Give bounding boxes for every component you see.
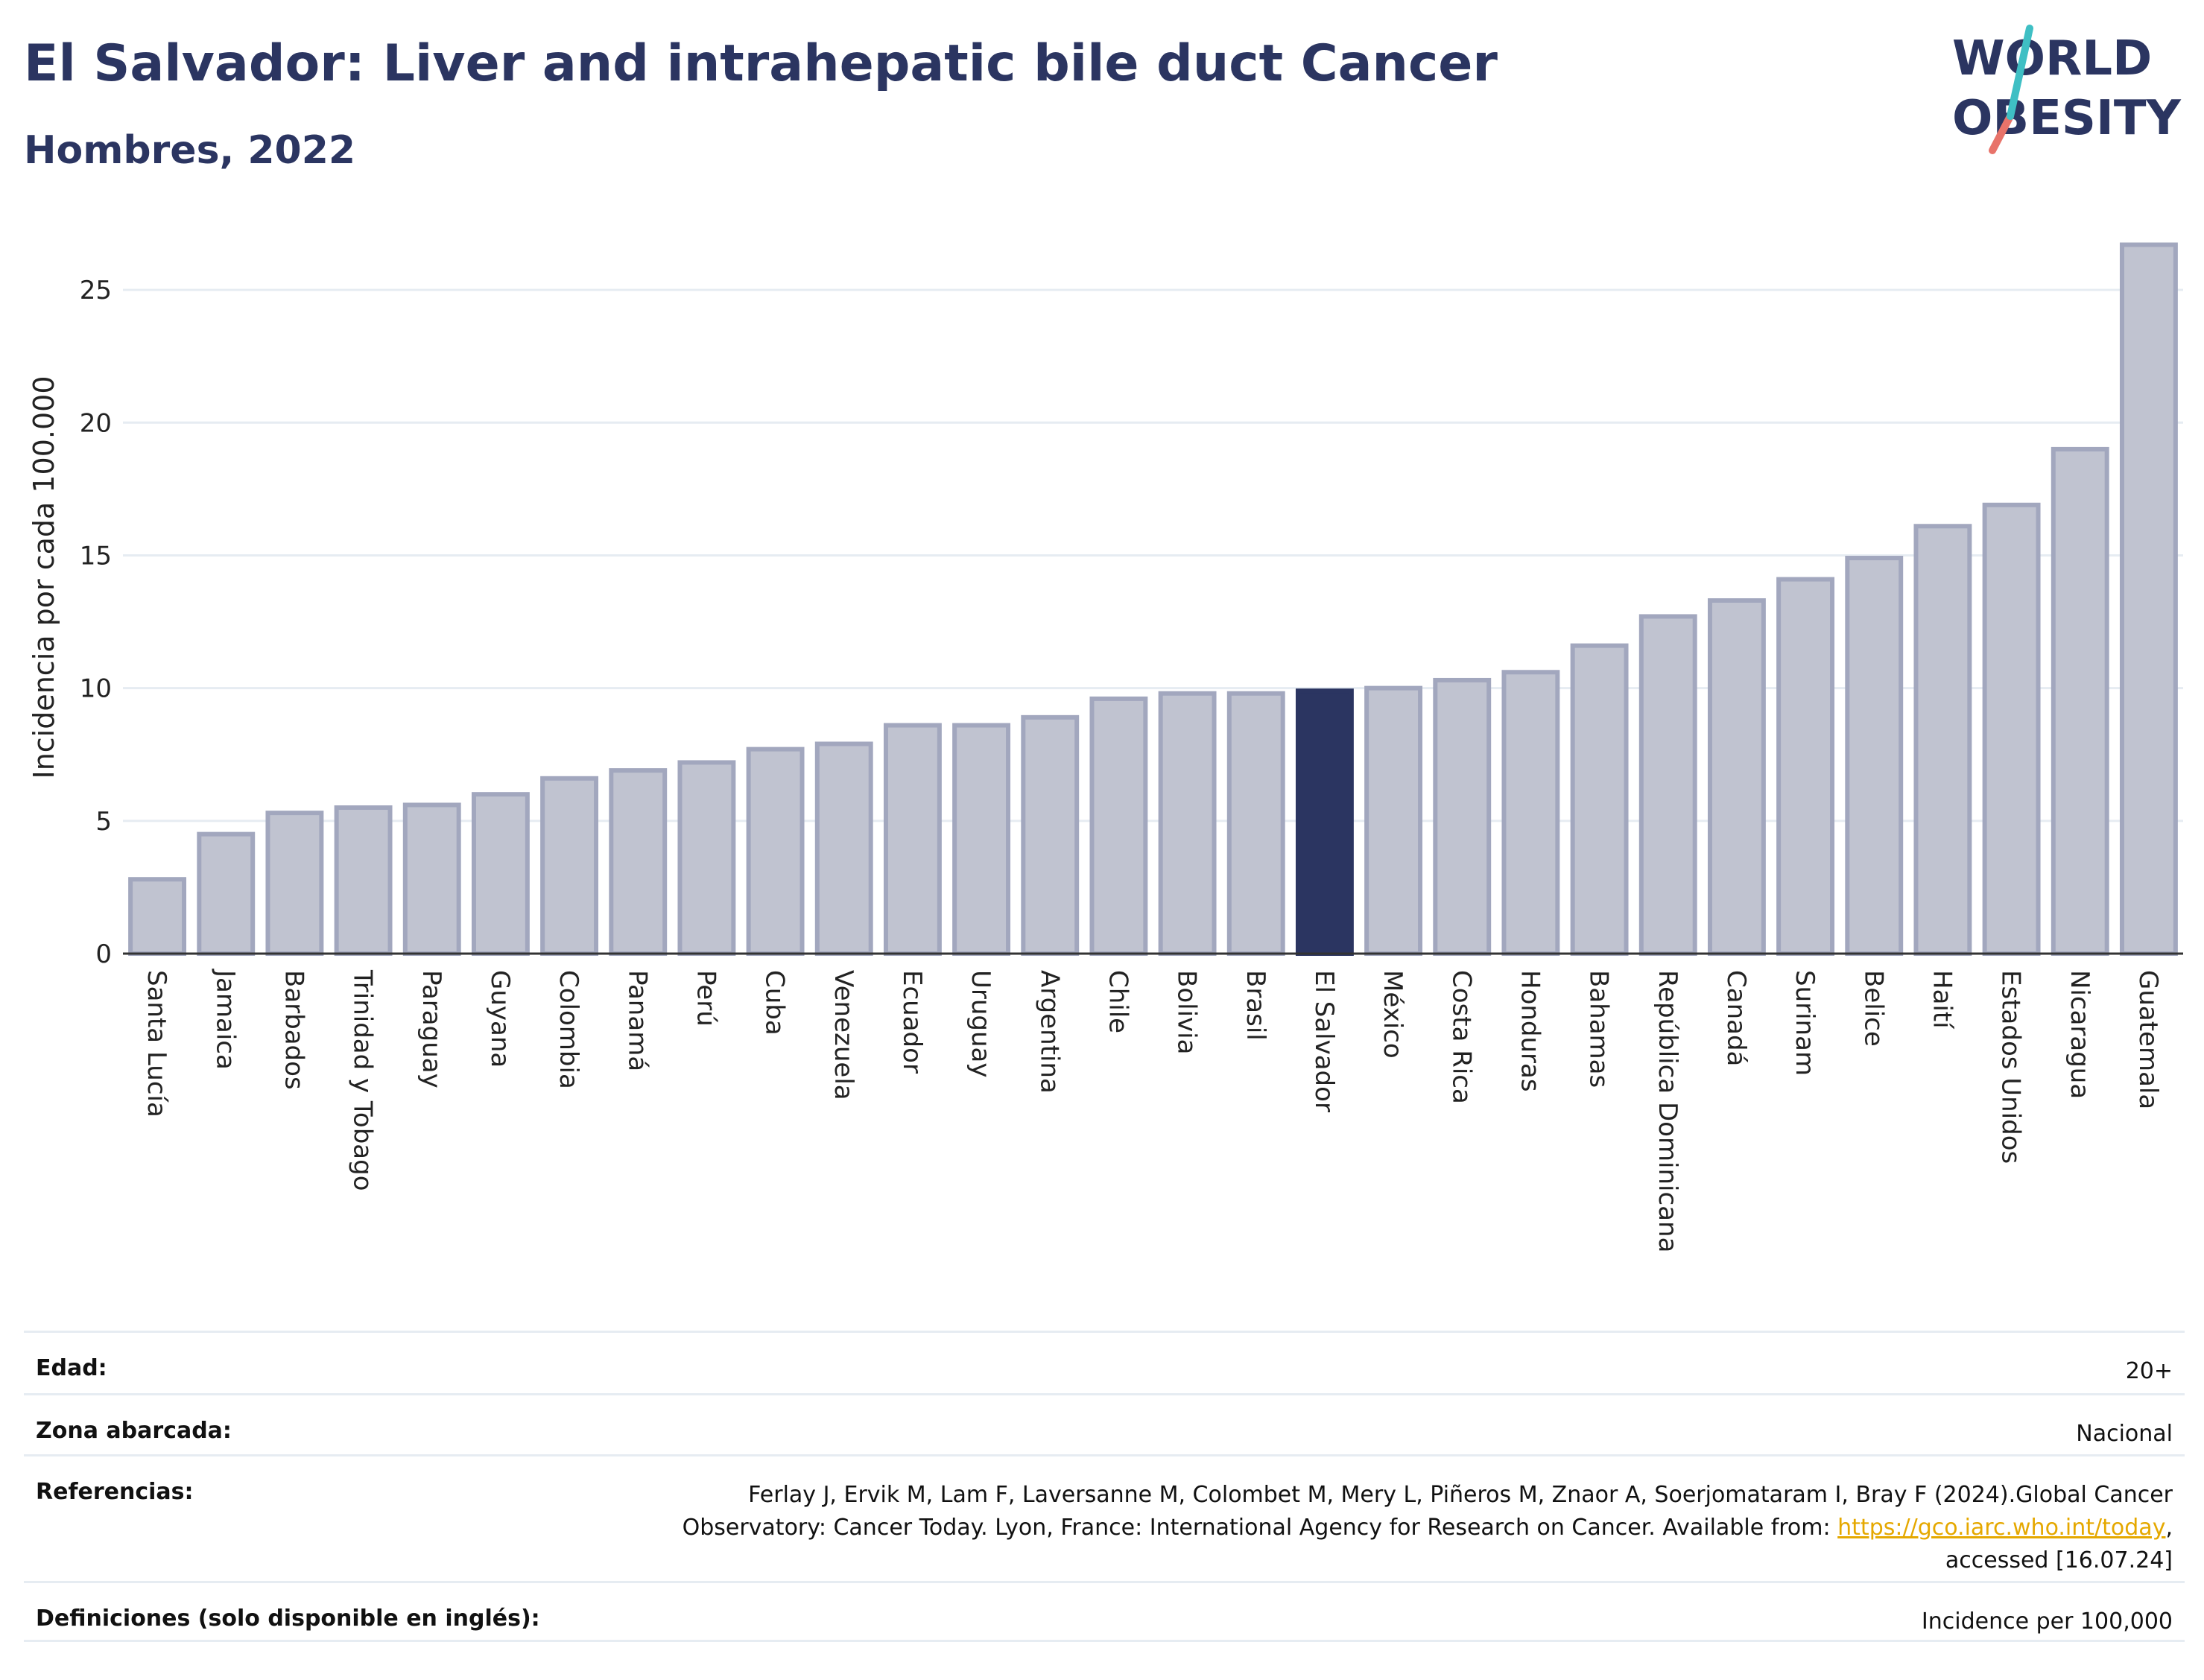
reference-line3: accessed [16.07.24] xyxy=(1945,1547,2173,1573)
page-title: El Salvador: Liver and intrahepatic bile… xyxy=(24,34,1498,93)
y-tick-label: 15 xyxy=(80,541,112,571)
bar xyxy=(609,768,668,957)
x-tick-label: Perú xyxy=(691,970,721,1027)
bar xyxy=(1226,691,1285,956)
bar xyxy=(1158,691,1217,956)
bar xyxy=(1021,714,1080,956)
bar xyxy=(334,805,393,956)
x-tick-label: Chile xyxy=(1103,970,1133,1033)
bar-chart: 0 5 10 15 20 25 Santa Lucía Jamaica Barbados Tri… xyxy=(28,242,2183,1252)
bar xyxy=(540,776,599,957)
reference-line2: Observatory: Cancer Today. Lyon, France:… xyxy=(682,1515,1838,1541)
info-row-area: Zona abarcada: Nacional xyxy=(24,1393,2185,1454)
x-tick-label: República Dominicana xyxy=(1653,970,1682,1252)
bar xyxy=(677,760,736,956)
reference-link[interactable]: https://gco.iarc.who.int/today xyxy=(1837,1515,2166,1541)
x-axis-labels: Santa Lucía Jamaica Barbados Trinidad y Tob… xyxy=(142,969,2163,1252)
world-obesity-logo: WORLD OBESITY xyxy=(1952,25,2181,154)
reference-line2-end: , xyxy=(2165,1515,2173,1541)
y-tick-label: 25 xyxy=(80,276,112,305)
bar xyxy=(402,802,461,957)
bar xyxy=(197,831,256,956)
y-axis-label: Incidencia por cada 100.000 xyxy=(28,375,60,779)
bar xyxy=(471,792,530,956)
x-tick-label: Bahamas xyxy=(1584,970,1614,1088)
grid-lines xyxy=(123,288,2183,822)
x-tick-label: Trinidad y Tobago xyxy=(348,969,378,1191)
y-tick-label: 5 xyxy=(95,807,112,837)
reference-line1: Ferlay J, Ervik M, Lam F, Laversanne M, … xyxy=(748,1482,2173,1508)
bar-highlighted xyxy=(1295,688,1354,956)
logo-slash-teal xyxy=(2007,25,2033,120)
x-tick-label: Venezuela xyxy=(829,970,858,1100)
bar xyxy=(814,741,873,956)
info-table: Edad: 20+ Zona abarcada: Nacional Refere… xyxy=(24,1331,2185,1642)
x-tick-label: Belice xyxy=(1858,970,1888,1047)
x-tick-label: Cuba xyxy=(760,970,790,1036)
logo-line1: WORLD xyxy=(1952,31,2152,86)
info-row-references: Referencias: Ferlay J, Ervik M, Lam F, L… xyxy=(24,1454,2185,1581)
y-tick-label: 0 xyxy=(95,939,112,969)
x-tick-label: Estados Unidos xyxy=(1996,970,2026,1164)
info-label: Zona abarcada: xyxy=(36,1418,232,1444)
logo-slash-coral xyxy=(1989,112,2014,154)
bar xyxy=(1982,502,2041,956)
y-axis-ticks: 0 5 10 15 20 25 xyxy=(80,276,112,969)
bar xyxy=(1638,614,1697,956)
info-value: 20+ xyxy=(2125,1358,2173,1384)
info-row-age: Edad: 20+ xyxy=(24,1331,2185,1393)
bar xyxy=(1433,677,1492,956)
bar xyxy=(265,811,324,957)
info-row-definitions: Definiciones (solo disponible en inglés)… xyxy=(24,1581,2185,1642)
bar xyxy=(1913,524,1972,956)
x-tick-label: Brasil xyxy=(1241,970,1270,1041)
x-tick-label: Ecuador xyxy=(897,970,927,1074)
x-tick-label: Colombia xyxy=(554,970,583,1089)
x-tick-label: Argentina xyxy=(1034,970,1064,1094)
x-tick-label: México xyxy=(1378,970,1407,1059)
x-tick-label: Jamaica xyxy=(210,969,240,1070)
x-tick-label: Barbados xyxy=(279,970,308,1090)
info-value-references: Ferlay J, Ervik M, Lam F, Laversanne M, … xyxy=(683,1479,2173,1577)
bar xyxy=(1364,685,1423,956)
x-tick-label: Paraguay xyxy=(417,970,446,1088)
x-tick-label: Costa Rica xyxy=(1446,970,1476,1104)
x-tick-label: Guatemala xyxy=(2133,970,2163,1109)
bars xyxy=(128,242,2178,957)
y-tick-label: 20 xyxy=(80,408,112,438)
bar xyxy=(1501,670,1560,956)
x-tick-label: Panamá xyxy=(622,970,652,1071)
x-tick-label: Surinam xyxy=(1790,970,1820,1076)
x-tick-label: El Salvador xyxy=(1309,970,1339,1112)
info-value: Nacional xyxy=(2076,1421,2173,1447)
x-tick-label: Guyana xyxy=(485,970,515,1068)
logo-line2: OBESITY xyxy=(1952,91,2181,146)
x-tick-label: Nicaragua xyxy=(2065,970,2094,1099)
bar xyxy=(1707,598,1766,956)
y-tick-label: 10 xyxy=(80,674,112,704)
x-tick-label: Santa Lucía xyxy=(142,970,171,1118)
x-tick-label: Honduras xyxy=(1515,970,1545,1092)
x-tick-label: Haití xyxy=(1927,970,1957,1030)
bar xyxy=(1570,643,1629,956)
bar xyxy=(746,747,805,956)
bar xyxy=(1845,556,1904,956)
bar xyxy=(2119,242,2178,956)
x-tick-label: Canadá xyxy=(1721,970,1751,1066)
bar xyxy=(1776,577,1835,956)
x-tick-label: Uruguay xyxy=(966,970,995,1078)
bar xyxy=(952,723,1011,956)
page-subtitle: Hombres, 2022 xyxy=(24,128,356,173)
bar xyxy=(883,723,942,956)
bar xyxy=(2051,446,2109,956)
bar xyxy=(128,877,187,956)
bar xyxy=(1089,696,1148,957)
info-label: Referencias: xyxy=(36,1479,194,1505)
info-label: Definiciones (solo disponible en inglés)… xyxy=(36,1605,540,1632)
x-tick-label: Bolivia xyxy=(1172,970,1202,1054)
info-value: Incidence per 100,000 xyxy=(1921,1608,2173,1635)
info-label: Edad: xyxy=(36,1355,107,1381)
